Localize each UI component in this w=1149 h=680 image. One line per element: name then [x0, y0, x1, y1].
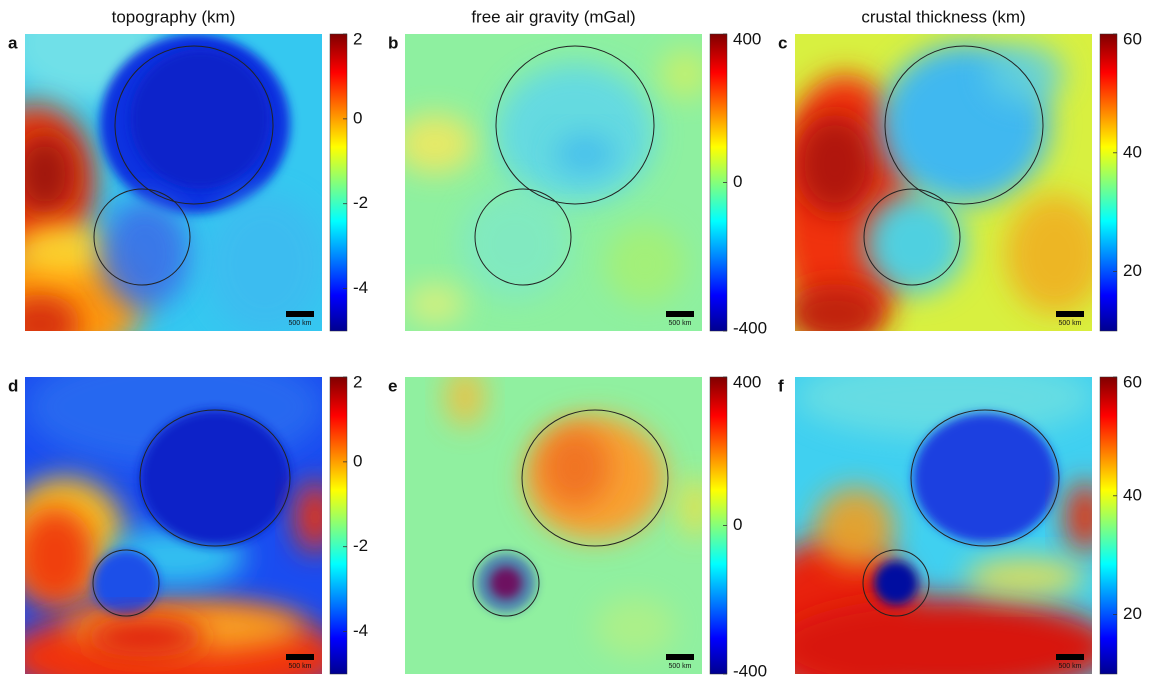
map-region: [965, 557, 1085, 597]
scale-bar-label: 500 km: [669, 663, 692, 670]
map-region: [295, 482, 335, 552]
panel-label: b: [388, 33, 398, 52]
map-panel: 500 km: [775, 34, 1105, 344]
colorbar-tick-label: 20: [1123, 604, 1142, 623]
map-region: [605, 224, 685, 304]
map-region: [795, 114, 875, 214]
map-region: [913, 413, 1057, 543]
colorbar-tick-label: 0: [733, 172, 742, 191]
scale-bar-label: 500 km: [1059, 320, 1082, 327]
scale-bar-label: 500 km: [1059, 663, 1082, 670]
colorbar-tick-label: 0: [733, 515, 742, 534]
map-region: [85, 617, 205, 657]
colorbar-tick-label: 0: [353, 451, 362, 470]
colorbar-tick-label: 400: [733, 29, 761, 48]
scale-bar: [1056, 311, 1084, 317]
scale-bar-label: 500 km: [669, 320, 692, 327]
column-title: crustal thickness (km): [861, 7, 1025, 26]
map-region: [495, 64, 655, 204]
scale-bar: [666, 311, 694, 317]
panel-label: e: [388, 376, 397, 395]
map-region: [140, 410, 290, 546]
scale-bar: [666, 654, 694, 660]
map-region: [540, 427, 610, 507]
colorbar-tick-label: -4: [353, 278, 368, 297]
panel-label: c: [778, 33, 787, 52]
panel-label: f: [778, 376, 784, 395]
colorbar-tick-label: 2: [353, 29, 362, 48]
map-region: [815, 487, 895, 567]
colorbar: [1100, 377, 1117, 674]
map-region: [395, 114, 475, 174]
colorbar-tick-label: -2: [353, 193, 368, 212]
scale-bar-label: 500 km: [289, 320, 312, 327]
map-region: [555, 134, 615, 174]
colorbar-tick-label: 60: [1123, 372, 1142, 391]
map-region: [460, 189, 570, 299]
map-panel: 500 km: [395, 34, 710, 331]
colorbar-tick-label: 40: [1123, 142, 1142, 161]
colorbar-tick-label: -2: [353, 536, 368, 555]
map-panel: 500 km: [405, 367, 710, 674]
map-region: [15, 134, 75, 214]
map-region: [680, 477, 710, 537]
column-title: free air gravity (mGal): [471, 7, 635, 26]
colorbar-tick-label: -400: [733, 661, 767, 680]
colorbar-tick-label: 2: [353, 372, 362, 391]
map-panel: 500 km: [0, 0, 325, 359]
map-region: [1005, 194, 1105, 314]
colorbar-tick-label: 0: [353, 108, 362, 127]
map-image: [395, 34, 710, 331]
map-panel: 500 km: [755, 357, 1115, 680]
colorbar: [330, 377, 347, 674]
colorbar-tick-label: -400: [733, 318, 767, 337]
colorbar-tick-label: 400: [733, 372, 761, 391]
panel-label: a: [8, 33, 18, 52]
map-region: [595, 597, 675, 657]
map-panel: 500 km: [5, 347, 345, 680]
colorbar: [1100, 34, 1117, 331]
map-region: [865, 194, 965, 294]
panel-label: d: [8, 376, 18, 395]
map-region: [130, 49, 270, 189]
map-region: [405, 284, 465, 324]
scale-bar: [286, 654, 314, 660]
map-region: [660, 49, 710, 99]
map-region: [874, 561, 918, 605]
map-region: [445, 367, 485, 427]
column-title: topography (km): [112, 7, 236, 26]
map-region: [100, 199, 190, 309]
map-image: [755, 357, 1115, 680]
map-region: [0, 294, 80, 354]
scale-bar: [286, 311, 314, 317]
map-image: [5, 347, 345, 680]
scale-bar-label: 500 km: [289, 663, 312, 670]
colorbar-tick-label: -4: [353, 621, 368, 640]
map-region: [1065, 482, 1105, 552]
colorbar-tick-label: 60: [1123, 29, 1142, 48]
map-region: [785, 284, 885, 344]
colorbar-tick-label: 20: [1123, 261, 1142, 280]
map-region: [15, 507, 95, 607]
colorbar: [330, 34, 347, 331]
map-image: [405, 367, 710, 674]
scale-bar: [1056, 654, 1084, 660]
map-region: [15, 224, 115, 274]
map-image: [775, 34, 1105, 344]
figure: topography (km) free air gravity (mGal) cr…: [0, 0, 1149, 680]
colorbar-tick-label: 40: [1123, 485, 1142, 504]
map-image: [0, 0, 325, 359]
map-region: [476, 553, 536, 613]
